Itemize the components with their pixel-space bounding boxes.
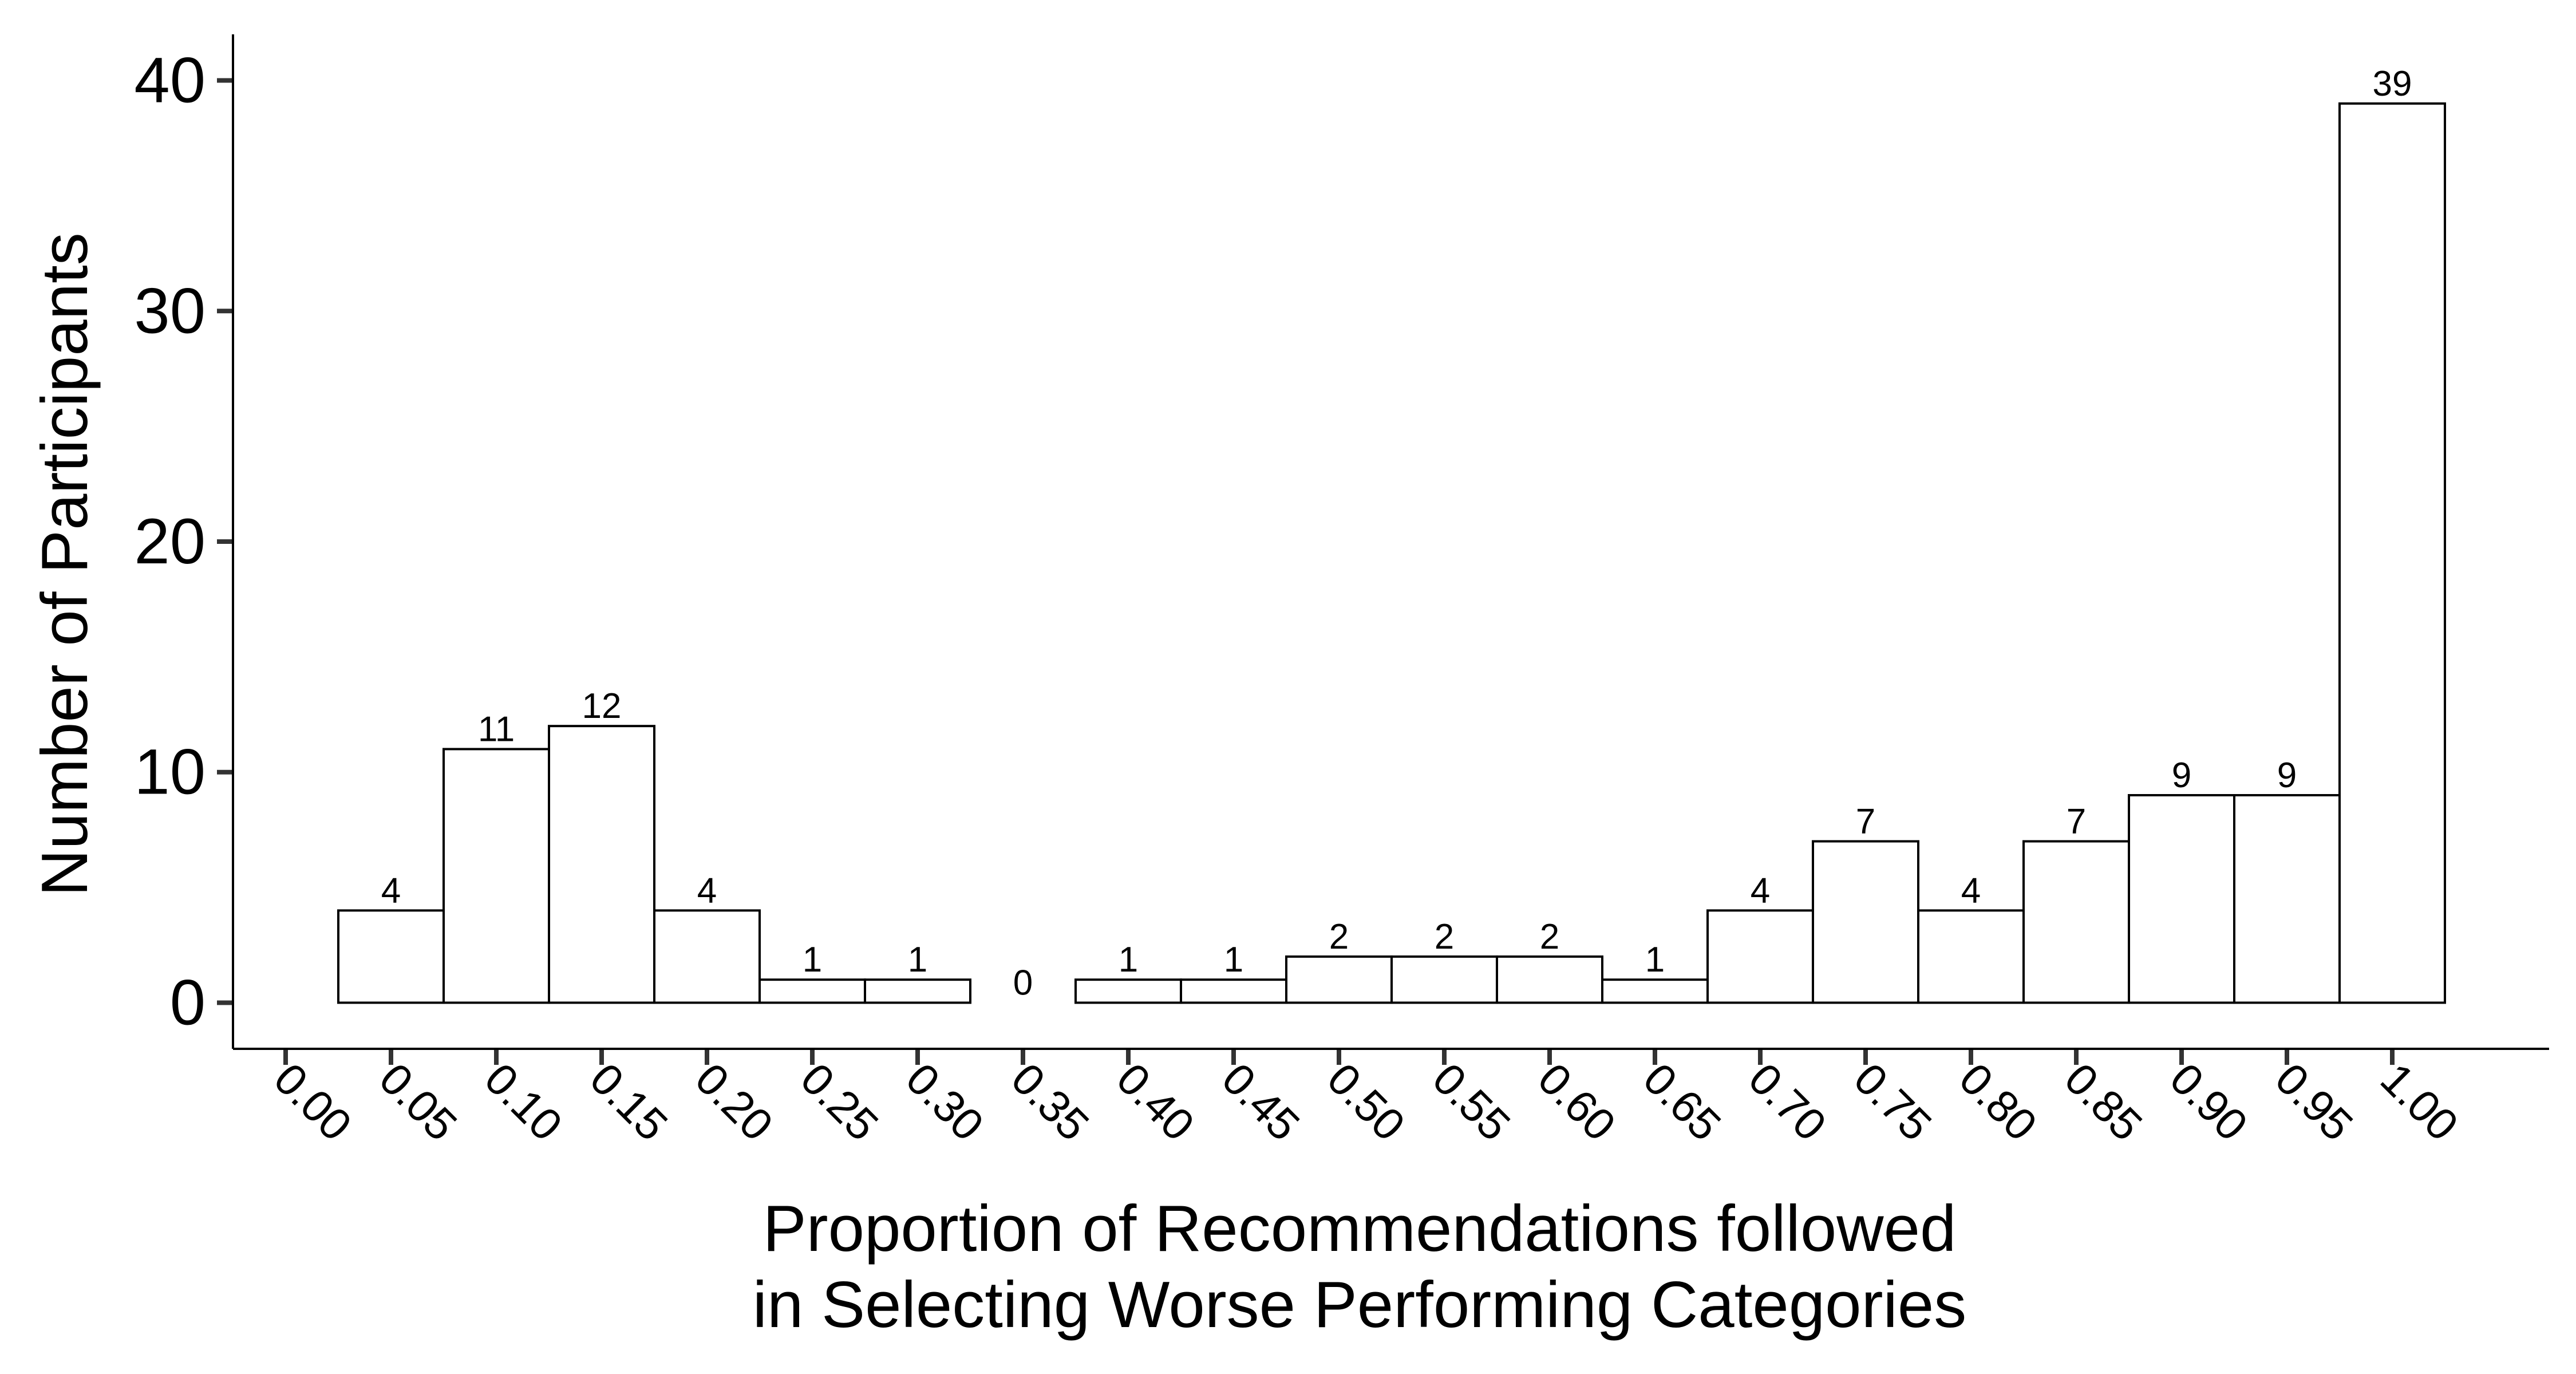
y-tick-label-30: 30 xyxy=(134,275,206,346)
bar-label-0.95: 9 xyxy=(2277,756,2297,795)
bar-0.10 xyxy=(442,748,550,1004)
x-tick-label-0.05: 0.05 xyxy=(370,1053,467,1151)
bar-label-0.25: 1 xyxy=(803,940,822,980)
bar-label-0.40: 1 xyxy=(1119,940,1138,980)
x-tick-label-0.45: 0.45 xyxy=(1212,1053,1310,1151)
x-tick-label-0.15: 0.15 xyxy=(580,1053,678,1151)
y-tick-label-20: 20 xyxy=(134,506,206,577)
x-tick-label-0.10: 0.10 xyxy=(475,1053,572,1151)
x-tick-label-0.20: 0.20 xyxy=(686,1053,783,1151)
bar-label-0.60: 2 xyxy=(1540,917,1559,957)
bar-0.45 xyxy=(1180,978,1287,1004)
x-tick-label-0.30: 0.30 xyxy=(896,1053,994,1151)
x-tick-label-0.90: 0.90 xyxy=(2160,1053,2258,1151)
bar-0.90 xyxy=(2128,794,2235,1004)
x-tick-label-0.35: 0.35 xyxy=(1002,1053,1099,1151)
y-tick-label-0: 0 xyxy=(170,966,206,1038)
bar-0.75 xyxy=(1812,840,1919,1004)
bar-0.40 xyxy=(1074,978,1182,1004)
bar-label-0.20: 4 xyxy=(697,871,717,910)
x-tick-label-0.50: 0.50 xyxy=(1318,1053,1415,1151)
bar-0.15 xyxy=(548,725,655,1004)
bar-label-0.35: 0 xyxy=(1013,963,1033,1002)
bar-0.05 xyxy=(337,909,445,1004)
x-axis-ticks: 0.00 0.05 0.10 0.15 0.20 0.25 0.30 0.35 0.40 0.45… xyxy=(264,1049,2468,1150)
bar-label-0.90: 9 xyxy=(2172,756,2191,795)
x-tick-label-0.95: 0.95 xyxy=(2266,1053,2363,1151)
bar-0.55 xyxy=(1390,955,1498,1004)
y-axis-ticks: 0 10 20 30 40 xyxy=(134,45,233,1038)
bar-0.85 xyxy=(2022,840,2130,1004)
y-tick-label-40: 40 xyxy=(134,45,206,116)
bar-label-0.80: 4 xyxy=(1961,871,1981,910)
bar-0.95 xyxy=(2233,794,2341,1004)
x-tick-label-1.00: 1.00 xyxy=(2371,1053,2468,1151)
bars-group xyxy=(337,102,2446,1004)
x-tick-label-0.85: 0.85 xyxy=(2055,1053,2152,1151)
x-tick-label-0.55: 0.55 xyxy=(1423,1053,1520,1151)
bar-0.80 xyxy=(1917,909,2025,1004)
x-tick-label-0.75: 0.75 xyxy=(1844,1053,1942,1151)
bar-label-0.45: 1 xyxy=(1224,940,1243,980)
bar-label-0.05: 4 xyxy=(381,871,401,910)
bar-0.20 xyxy=(653,909,761,1004)
bar-0.70 xyxy=(1706,909,1814,1004)
x-axis-title-line-1: Proportion of Recommendations followed xyxy=(763,1193,1957,1265)
bar-0.65 xyxy=(1601,978,1709,1004)
x-tick-label-0.25: 0.25 xyxy=(791,1053,888,1151)
bar-1.00 xyxy=(2338,102,2446,1004)
x-tick-label-0.00: 0.00 xyxy=(264,1053,362,1151)
bar-label-0.85: 7 xyxy=(2067,802,2086,842)
x-tick-label-0.40: 0.40 xyxy=(1107,1053,1204,1151)
bar-0.60 xyxy=(1496,955,1603,1004)
bar-0.25 xyxy=(758,978,866,1004)
bar-label-0.15: 12 xyxy=(582,686,622,726)
bar-label-0.65: 1 xyxy=(1645,940,1665,980)
x-tick-label-0.65: 0.65 xyxy=(1634,1053,1731,1151)
bar-label-0.75: 7 xyxy=(1856,802,1875,842)
bar-label-1.00: 39 xyxy=(2373,64,2412,104)
bar-label-0.10: 11 xyxy=(478,709,515,749)
y-tick-label-10: 10 xyxy=(134,736,206,808)
bar-0.30 xyxy=(864,978,971,1004)
bar-label-0.50: 2 xyxy=(1329,917,1349,957)
bar-label-0.55: 2 xyxy=(1435,917,1454,957)
x-tick-label-0.80: 0.80 xyxy=(1950,1053,2047,1151)
bar-label-0.30: 1 xyxy=(908,940,927,980)
y-axis-title: Number of Participants xyxy=(29,232,101,896)
bar-0.50 xyxy=(1285,955,1393,1004)
x-axis-title-line-2: in Selecting Worse Performing Categories xyxy=(753,1269,1967,1341)
bar-label-0.70: 4 xyxy=(1751,871,1770,910)
x-tick-label-0.60: 0.60 xyxy=(1528,1053,1626,1151)
x-tick-label-0.70: 0.70 xyxy=(1739,1053,1836,1151)
